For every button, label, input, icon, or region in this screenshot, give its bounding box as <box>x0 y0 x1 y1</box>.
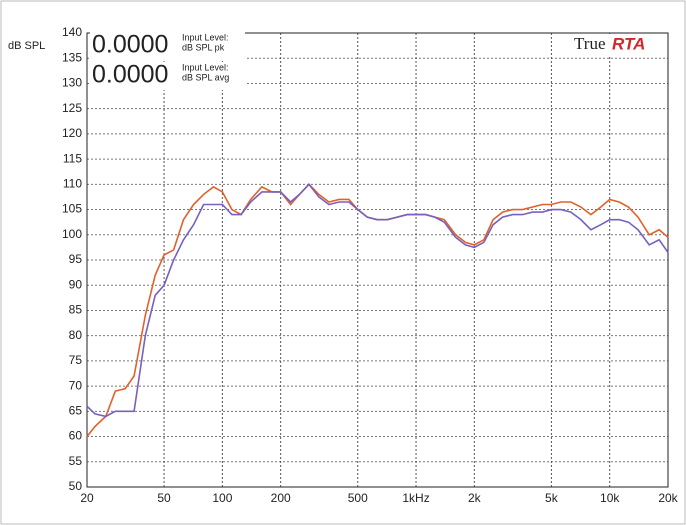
x-tick-label: 200 <box>271 491 291 505</box>
readout-label: Input Level: <box>182 62 229 72</box>
logo-rta: RTA <box>612 34 645 53</box>
x-tick-label: 5k <box>545 491 559 505</box>
y-tick-label: 110 <box>63 177 82 191</box>
y-tick-label: 105 <box>62 202 82 216</box>
x-tick-label: 2k <box>468 491 482 505</box>
logo-bg <box>568 34 664 56</box>
y-tick-label: 60 <box>69 429 83 443</box>
x-tick-label: 500 <box>348 491 368 505</box>
readout-bg <box>90 62 245 90</box>
y-tick-label: 125 <box>62 101 82 115</box>
y-tick-label: 70 <box>69 378 83 392</box>
y-tick-label: 95 <box>69 252 83 266</box>
y-tick-label: 65 <box>69 404 83 418</box>
x-tick-label: 1kHz <box>402 491 429 505</box>
y-tick-label: 120 <box>62 126 82 140</box>
y-tick-label: 140 <box>62 25 82 39</box>
readout-label: dB SPL avg <box>182 72 229 82</box>
y-tick-label: 50 <box>69 479 83 493</box>
y-tick-label: 100 <box>62 227 82 241</box>
y-tick-label: 135 <box>62 50 82 64</box>
readout-bg <box>90 32 245 60</box>
y-tick-label: 75 <box>69 353 83 367</box>
x-tick-label: 10k <box>600 491 620 505</box>
plot-border <box>86 32 669 488</box>
x-tick-label: 20 <box>80 491 94 505</box>
y-tick-label: 85 <box>69 303 83 317</box>
x-tick-label: 100 <box>212 491 232 505</box>
y-tick-label: 80 <box>69 328 83 342</box>
y-tick-label: 130 <box>62 76 82 90</box>
series-line <box>86 183 669 418</box>
readout-value: 0.0000 <box>92 31 168 59</box>
y-tick-label: 55 <box>69 454 83 468</box>
logo-true: True <box>574 34 606 53</box>
x-tick-label: 20k <box>658 491 678 505</box>
readout-value: 0.0000 <box>92 61 168 89</box>
x-tick-label: 50 <box>157 491 171 505</box>
readout-label: dB SPL pk <box>182 42 225 52</box>
y-tick-label: 115 <box>63 151 82 165</box>
y-tick-label: 90 <box>69 277 83 291</box>
y-axis-label: dB SPL <box>8 40 45 52</box>
readout-label: Input Level: <box>182 32 229 42</box>
